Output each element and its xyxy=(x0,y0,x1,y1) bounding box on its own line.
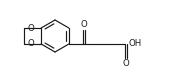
Text: O: O xyxy=(28,24,35,32)
Text: O: O xyxy=(28,40,35,48)
Text: OH: OH xyxy=(128,40,142,48)
Text: O: O xyxy=(123,59,129,68)
Text: O: O xyxy=(81,20,87,29)
